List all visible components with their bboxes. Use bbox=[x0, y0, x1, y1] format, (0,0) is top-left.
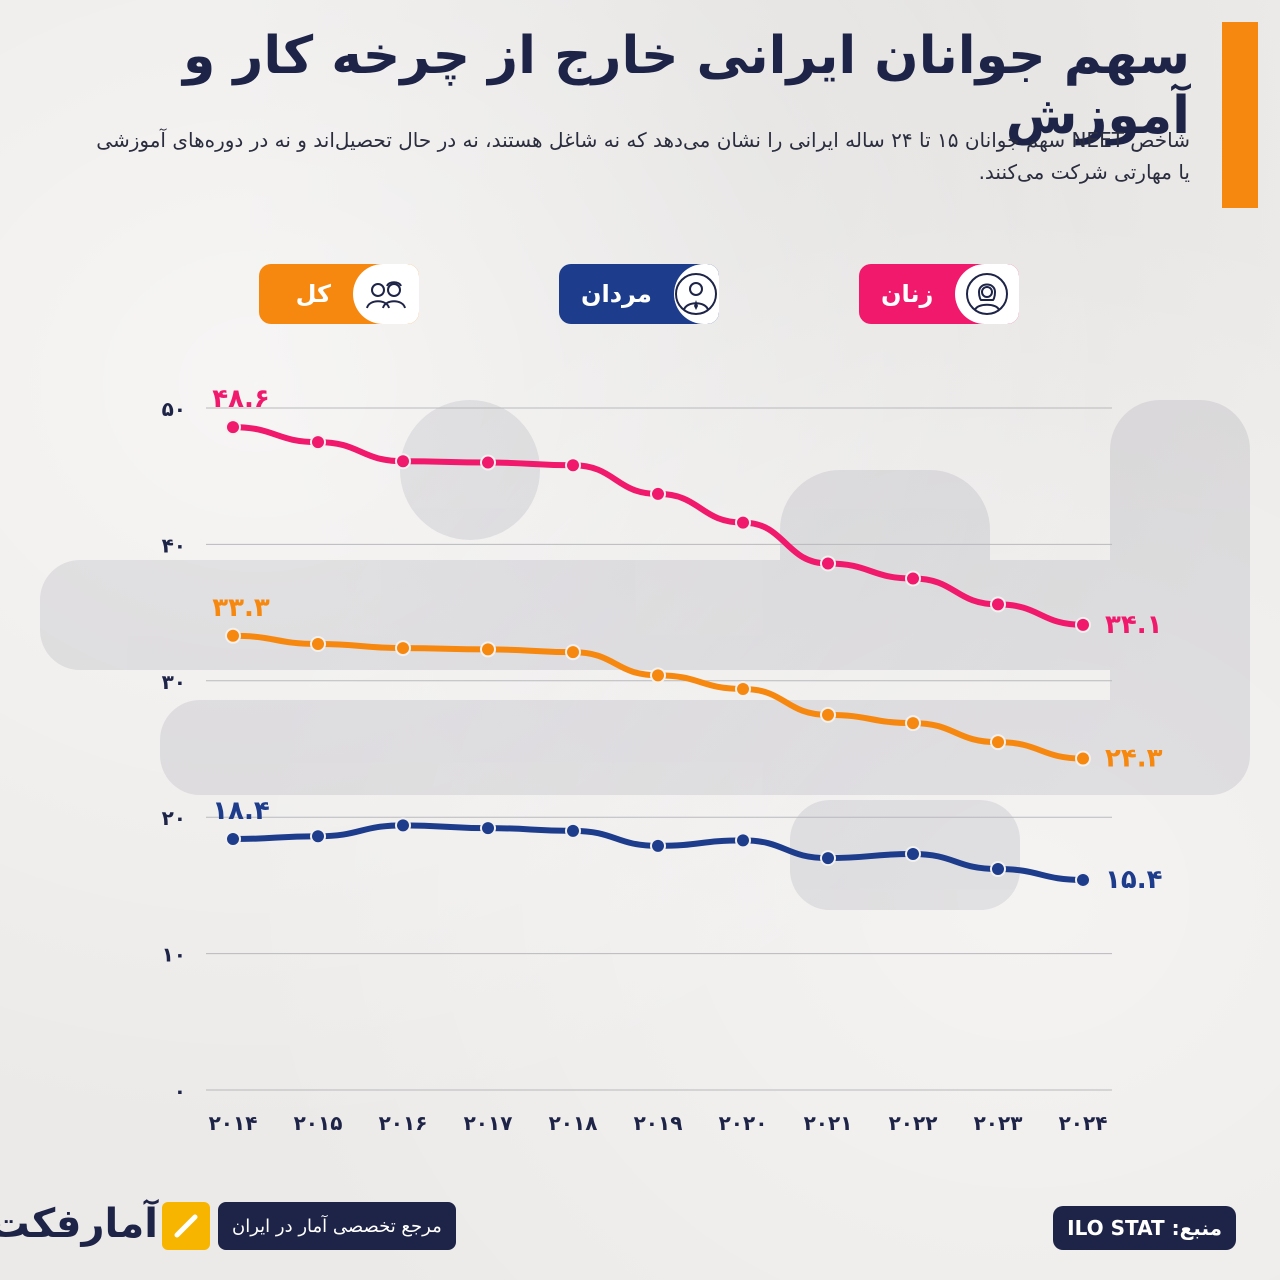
legend-women-label: زنان bbox=[881, 280, 934, 308]
data-point bbox=[990, 734, 1006, 751]
page-subtitle: شاخص NEET سهم جوانان ۱۵ تا ۲۴ ساله ایران… bbox=[96, 128, 1190, 184]
start-value-label: ۳۳.۳ bbox=[212, 593, 270, 623]
legend-women: زنان bbox=[859, 264, 1019, 324]
data-point bbox=[565, 644, 581, 661]
start-value-label: ۴۸.۶ bbox=[212, 384, 269, 414]
data-point bbox=[650, 837, 666, 854]
data-point bbox=[735, 832, 751, 849]
x-tick-label: ۲۰۲۰ bbox=[719, 1111, 768, 1135]
reference-badge: مرجع تخصصی آمار در ایران bbox=[218, 1202, 456, 1250]
legend-total-label: کل bbox=[295, 280, 331, 308]
y-tick-label: ۱۰ bbox=[162, 943, 186, 967]
legend-total: کل bbox=[259, 264, 419, 324]
x-tick-label: ۲۰۲۳ bbox=[974, 1111, 1023, 1135]
data-point bbox=[565, 822, 581, 839]
data-point bbox=[480, 454, 496, 471]
data-point bbox=[820, 850, 836, 867]
data-point bbox=[905, 846, 921, 863]
woman-icon bbox=[955, 264, 1019, 324]
x-tick-label: ۲۰۱۶ bbox=[379, 1111, 428, 1135]
x-tick-label: ۲۰۱۷ bbox=[464, 1111, 513, 1135]
x-tick-label: ۲۰۱۹ bbox=[634, 1111, 683, 1135]
data-point bbox=[225, 627, 241, 644]
data-point bbox=[905, 570, 921, 587]
x-tick-label: ۲۰۱۸ bbox=[549, 1111, 598, 1135]
y-tick-label: ۵۰ bbox=[162, 397, 186, 421]
x-tick-label: ۲۰۲۱ bbox=[804, 1111, 853, 1135]
data-point bbox=[565, 457, 581, 474]
page-title: سهم جوانان ایرانی خارج از چرخه کار و آمو… bbox=[183, 26, 1190, 146]
data-point bbox=[990, 596, 1006, 613]
data-point bbox=[990, 861, 1006, 878]
data-point bbox=[1075, 616, 1091, 633]
data-point bbox=[1075, 750, 1091, 767]
data-point bbox=[310, 434, 326, 451]
y-tick-label: ۴۰ bbox=[162, 533, 186, 557]
accent-bar bbox=[1222, 22, 1258, 208]
data-point bbox=[820, 555, 836, 572]
data-point bbox=[225, 831, 241, 848]
end-value-label: ۳۴.۱ bbox=[1105, 610, 1162, 640]
x-tick-label: ۲۰۲۴ bbox=[1059, 1111, 1108, 1135]
end-value-label: ۲۴.۳ bbox=[1105, 744, 1163, 774]
people-icon bbox=[353, 264, 419, 324]
y-tick-label: ۲۰ bbox=[162, 806, 186, 830]
data-point bbox=[225, 419, 241, 436]
y-tick-label: ۰ bbox=[174, 1079, 186, 1103]
data-point bbox=[735, 680, 751, 697]
data-point bbox=[735, 514, 751, 531]
data-point bbox=[395, 640, 411, 657]
end-value-label: ۱۵.۴ bbox=[1105, 865, 1162, 895]
start-value-label: ۱۸.۴ bbox=[212, 796, 269, 826]
watermark-logo bbox=[40, 400, 1250, 910]
y-tick-label: ۳۰ bbox=[162, 670, 186, 694]
x-tick-label: ۲۰۱۴ bbox=[209, 1111, 258, 1135]
source-badge: منبع: ILO STAT bbox=[1053, 1206, 1236, 1250]
data-point bbox=[650, 485, 666, 502]
x-tick-label: ۲۰۱۵ bbox=[294, 1111, 343, 1135]
brand-mark-icon bbox=[162, 1202, 210, 1250]
data-point bbox=[310, 635, 326, 652]
data-point bbox=[480, 820, 496, 837]
legend-men: مردان bbox=[559, 264, 719, 324]
man-icon bbox=[673, 264, 719, 324]
data-point bbox=[395, 453, 411, 470]
data-point bbox=[905, 715, 921, 732]
data-point bbox=[650, 667, 666, 684]
x-tick-label: ۲۰۲۲ bbox=[889, 1111, 938, 1135]
brand-logo: آمارفکت bbox=[0, 1201, 158, 1247]
data-point bbox=[820, 706, 836, 723]
data-point bbox=[310, 828, 326, 845]
data-point bbox=[395, 817, 411, 834]
data-point bbox=[480, 641, 496, 658]
data-point bbox=[1075, 871, 1091, 888]
legend-men-label: مردان bbox=[581, 280, 652, 308]
